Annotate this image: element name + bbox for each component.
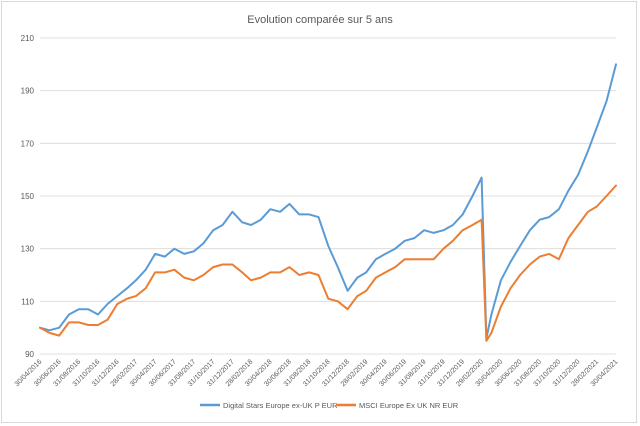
legend-label-digital-stars: Digital Stars Europe ex-UK P EUR [223, 401, 338, 410]
legend-label-msci: MSCI Europe Ex UK NR EUR [359, 401, 459, 410]
y-axis-ticks: 90 110 130 150 170 190 210 [21, 34, 35, 359]
y-tick-label: 170 [21, 139, 35, 148]
series-lines [39, 63, 617, 342]
chart-title: Evolution comparée sur 5 ans [247, 14, 393, 26]
legend: Digital Stars Europe ex-UK P EUR MSCI Eu… [200, 401, 459, 410]
x-axis-ticks: 30/04/201630/06/201631/08/201631/10/2016… [14, 358, 620, 388]
y-tick-label: 130 [21, 245, 35, 254]
y-tick-label: 190 [21, 87, 35, 96]
series-line-msci [39, 184, 617, 342]
gridlines [40, 37, 616, 355]
y-tick-label: 150 [21, 192, 35, 201]
y-tick-label: 110 [21, 297, 34, 306]
y-tick-label: 90 [25, 350, 34, 359]
y-tick-label: 210 [21, 34, 35, 43]
series-line-digital-stars [39, 63, 617, 340]
